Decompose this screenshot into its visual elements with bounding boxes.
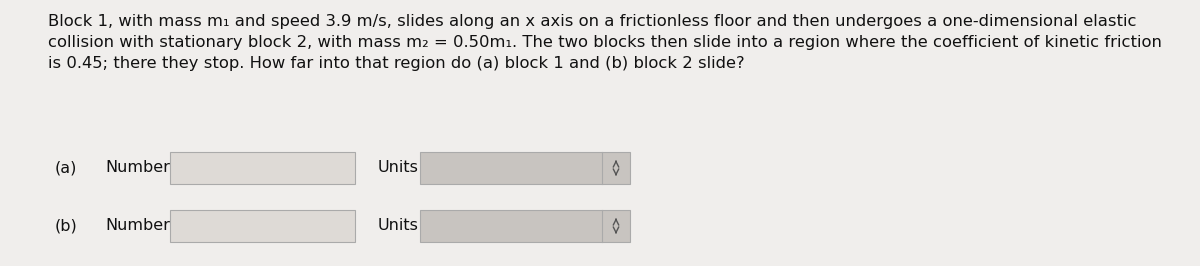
Bar: [420, 210, 630, 242]
Text: Number: Number: [106, 218, 170, 234]
Text: (b): (b): [55, 218, 78, 234]
Text: Units: Units: [378, 160, 419, 176]
Text: is 0.45; there they stop. How far into that region do (a) block 1 and (b) block : is 0.45; there they stop. How far into t…: [48, 56, 745, 71]
Bar: [170, 210, 355, 242]
Text: Block 1, with mass m₁ and speed 3.9 m/s, slides along an x axis on a frictionles: Block 1, with mass m₁ and speed 3.9 m/s,…: [48, 14, 1136, 29]
Text: (a): (a): [55, 160, 77, 176]
Text: Units: Units: [378, 218, 419, 234]
Text: collision with stationary block 2, with mass m₂ = 0.50m₁. The two blocks then sl: collision with stationary block 2, with …: [48, 35, 1162, 50]
Text: Number: Number: [106, 160, 170, 176]
Bar: [420, 152, 630, 184]
Bar: [170, 152, 355, 184]
